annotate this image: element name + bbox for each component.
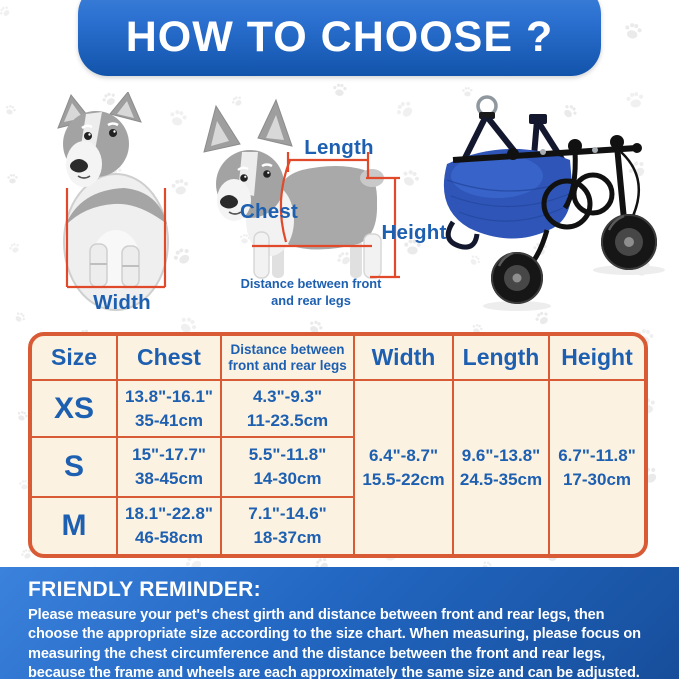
size-cell-m: M (32, 497, 118, 554)
paw-icon (330, 80, 349, 104)
wheel-right (601, 214, 657, 270)
rear-view-dog-illustration (57, 92, 169, 311)
wheel-left (491, 251, 543, 304)
col-header-distance: Distance between front and rear legs (221, 336, 355, 381)
paw-icon (98, 87, 123, 114)
paw-icon (463, 251, 485, 273)
paw-icon (531, 306, 557, 334)
chest-cell-xs: 13.8"-16.1" 35-41cm (117, 380, 222, 438)
paw-icon (168, 175, 193, 204)
col-header-length: Length (453, 336, 550, 381)
title-banner: HOW TO CHOOSE ? (78, 0, 601, 76)
paw-icon (170, 310, 202, 343)
width-measure-line (65, 188, 167, 289)
distance-cell-m: 7.1"-14.6" 18-37cm (221, 497, 355, 554)
table-header-row: Size Chest Distance between front and re… (32, 336, 644, 381)
height-cell-merged: 6.7"-11.8" 17-30cm (558, 445, 636, 489)
paw-icon (8, 308, 30, 330)
paw-icon (237, 231, 253, 251)
paw-icon (18, 478, 32, 497)
distance-cell-s: 5.5"-11.8" 14-30cm (221, 437, 355, 498)
paw-icon (461, 85, 475, 103)
paw-icon (302, 315, 327, 342)
paw-icon (623, 87, 648, 116)
col-header-size: Size (32, 336, 118, 381)
length-cell-merged: 9.6"-13.8" 24.5-35cm (453, 380, 550, 554)
size-cell-xs: XS (32, 380, 118, 438)
size-cell-s: S (32, 437, 118, 498)
paw-icon (555, 99, 582, 127)
col-header-width: Width (354, 336, 454, 381)
distance-label: Distance between front and rear legs (240, 276, 382, 308)
table-row-xs: XS 13.8"-16.1" 35-41cm 4.3"-9.3" 11-23.5… (32, 380, 644, 554)
chest-cell-m: 18.1"-22.8" 46-58cm (117, 497, 222, 554)
table-row-s: S 15"-17.7" 38-45cm 5.5"-11.8" 14-30cm (32, 437, 644, 498)
chest-label: Chest (240, 200, 298, 223)
measure-lines (252, 152, 400, 279)
friendly-reminder-section: FRIENDLY REMINDER: Please measure your p… (0, 567, 679, 679)
width-label: Width (93, 291, 151, 314)
side-view-dog-illustration (203, 98, 400, 279)
paw-icon (164, 105, 191, 135)
table-row-m: M 18.1"-22.8" 46-58cm 7.1"-14.6" 18-37cm (32, 497, 644, 554)
height-label: Height (381, 221, 447, 244)
distance-cell-xs: 4.3"-9.3" 11-23.5cm (221, 380, 355, 438)
col-header-chest: Chest (117, 336, 222, 381)
reminder-title: FRIENDLY REMINDER: (28, 578, 261, 601)
col-header-height: Height (549, 336, 644, 381)
paw-icon (0, 101, 19, 123)
paw-icon (6, 172, 19, 190)
paw-icon (395, 164, 425, 196)
paw-icon (619, 18, 645, 48)
paw-icon (0, 2, 17, 24)
page-title: HOW TO CHOOSE ? (125, 12, 554, 61)
reminder-body: Please measure your pet's chest girth an… (28, 607, 641, 679)
paw-icon (402, 236, 423, 262)
paw-icon (12, 407, 30, 428)
length-label: Length (304, 136, 374, 159)
paw-icon (390, 94, 423, 127)
width-cell-merged: 6.4"-8.7" 15.5-22cm (354, 380, 454, 554)
size-table: Size Chest Distance between front and re… (28, 332, 648, 558)
dog-wheelchair-illustration (443, 95, 665, 311)
paw-icon (18, 545, 38, 567)
chest-cell-s: 15"-17.7" 38-45cm (117, 437, 222, 498)
paw-icon (168, 241, 200, 274)
paw-icon (228, 92, 249, 114)
paw-icon (332, 246, 359, 274)
paw-icon (6, 239, 25, 261)
